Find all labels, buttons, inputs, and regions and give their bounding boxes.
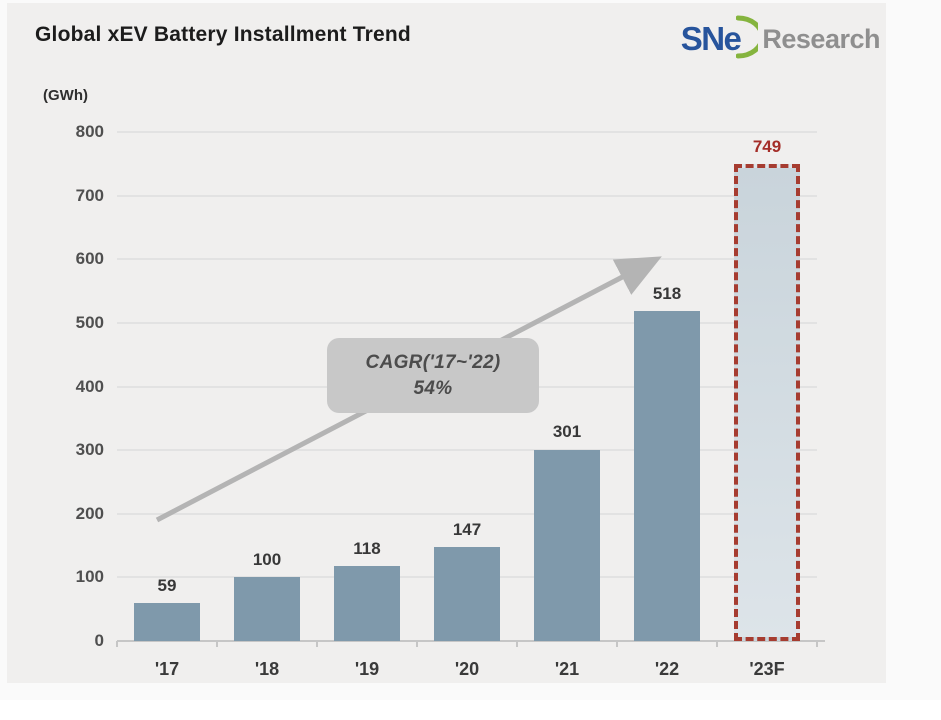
- axis-tick: [616, 641, 618, 647]
- gridline: [117, 449, 817, 452]
- gridline: [117, 321, 817, 324]
- bar: [434, 547, 500, 641]
- axis-tick: [816, 641, 818, 647]
- y-tick-label: 0: [94, 631, 104, 650]
- gridline: [117, 194, 817, 197]
- y-axis-unit-label: (GWh): [43, 87, 88, 104]
- bar: [234, 577, 300, 641]
- x-axis-line: [117, 640, 825, 642]
- cagr-annotation-line1: CAGR('17~'22): [365, 351, 501, 373]
- x-tick-label: '22: [654, 659, 680, 679]
- y-tick-label: 200: [75, 503, 104, 523]
- bar-value-label: 100: [252, 550, 282, 570]
- sne-logo-text: SNe: [680, 20, 742, 57]
- logo-research-text: Research: [762, 23, 880, 54]
- axis-tick: [216, 641, 218, 647]
- bar-value-label: 301: [552, 422, 582, 442]
- x-tick-label: '23F: [749, 659, 785, 679]
- y-tick-label: 700: [75, 185, 104, 205]
- y-tick-label: 500: [75, 312, 104, 332]
- forecast-bar: [734, 164, 800, 641]
- bottom-white-strip: [0, 700, 941, 720]
- y-tick-label: 400: [75, 376, 104, 396]
- bar: [634, 311, 700, 641]
- bar: [134, 603, 200, 641]
- sne-research-logo: SNe Research: [680, 14, 880, 65]
- gridline: [117, 258, 817, 261]
- axis-tick: [116, 641, 118, 647]
- bar-value-label: 749: [752, 137, 782, 157]
- x-tick-label: '18: [254, 659, 280, 679]
- y-tick-label: 800: [75, 122, 104, 141]
- bar-value-label: 147: [452, 520, 482, 540]
- y-tick-label: 600: [75, 249, 104, 269]
- cagr-annotation-line2: 54%: [413, 377, 453, 399]
- x-tick-label: '17: [154, 659, 180, 679]
- gridline: [117, 131, 817, 133]
- axis-tick: [316, 641, 318, 647]
- bar-value-label: 518: [652, 284, 682, 304]
- cagr-annotation: CAGR('17~'22) 54%: [327, 338, 539, 413]
- gridline: [117, 512, 817, 515]
- x-tick-label: '20: [454, 659, 480, 679]
- y-tick-label: 300: [75, 440, 104, 460]
- axis-tick: [716, 641, 718, 647]
- chart-panel: Global xEV Battery Installment Trend SNe…: [7, 3, 886, 683]
- axis-tick: [416, 641, 418, 647]
- x-tick-label: '19: [354, 659, 380, 679]
- y-tick-label: 100: [75, 567, 104, 587]
- bar-value-label: 118: [353, 538, 381, 558]
- bar: [334, 565, 400, 641]
- logo-swoosh-icon: [735, 14, 765, 65]
- x-tick-label: '21: [554, 659, 580, 679]
- chart-title: Global xEV Battery Installment Trend: [35, 23, 411, 46]
- bar-value-label: 59: [157, 576, 177, 596]
- axis-tick: [516, 641, 518, 647]
- bar: [534, 449, 600, 641]
